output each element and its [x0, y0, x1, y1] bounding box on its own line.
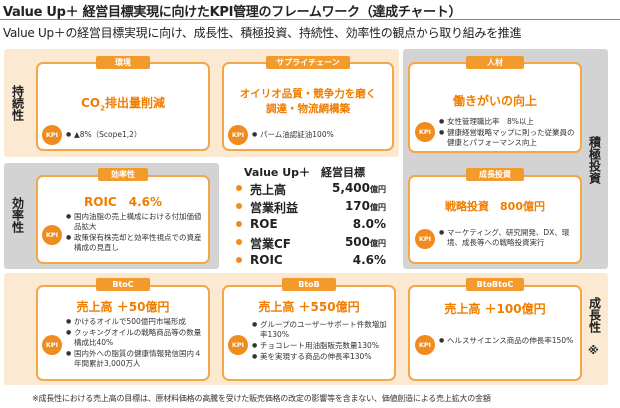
list-item: ヘルスサイエンス商品の伸長率150%	[439, 336, 577, 346]
bullet-icon	[236, 239, 242, 245]
heading-growth-investment: 戦略投資 800億円	[445, 200, 545, 213]
card-btobtoc	[408, 285, 582, 381]
target-value-number: 500	[344, 235, 370, 249]
kpi-badge-supply-chain: KPI	[228, 125, 248, 145]
list-supply-chain: パーム油認証油100%	[252, 130, 388, 141]
list-item: 政策保有株売却と効率性視点での資産構成の見直し	[66, 233, 204, 253]
kpi-badge-human: KPI	[415, 122, 435, 142]
list-item: かけるオイルで500億円市場形成	[66, 317, 206, 327]
target-label: ROIC	[250, 253, 283, 267]
investment-label: 積極投資	[587, 136, 602, 184]
list-item: チョコレート用油脂販売数量130%	[252, 341, 392, 351]
growth-label: 成長性	[587, 297, 602, 333]
heading-environment-prefix: CO	[81, 96, 101, 110]
targets-title: Value Up＋ 経営目標	[244, 166, 366, 179]
tag-supply-chain: サプライチェーン	[266, 56, 350, 69]
tag-growth-investment: 成長投資	[466, 168, 524, 181]
list-growth-investment: マーケティング、研究開発、DX、環境、成長等への戦略投資実行	[439, 228, 577, 249]
kpi-badge-btoc: KPI	[42, 335, 62, 355]
target-value: 500億円	[300, 235, 386, 249]
list-efficiency: 国内油脂の売上構成における付加価値品拡大 政策保有株売却と効率性視点での資産構成…	[66, 212, 204, 254]
target-value: 4.6%	[300, 253, 386, 267]
target-value: 5,400億円	[300, 181, 386, 195]
kpi-badge-growth-investment: KPI	[415, 229, 435, 249]
footnote: ※成長性における売上高の目標は、原材料価格の高騰を受けた販売価格の改定の影響等を…	[32, 394, 491, 403]
list-item: グループのユーザーサポート件数増加率130%	[252, 320, 392, 340]
title-divider	[0, 19, 620, 20]
target-label: 営業利益	[250, 201, 299, 215]
tag-btob: BtoB	[282, 278, 336, 291]
bullet-icon	[236, 221, 242, 227]
list-human: 女性管理職比率 8%以上 健康経営戦略マップに則った従業員の健康とパフォーマンス…	[439, 117, 579, 149]
heading-environment-sub: 2	[100, 104, 105, 113]
page-title: Value Up＋ 経営目標実現に向けたKPI管理のフレームワーク（達成チャート…	[3, 5, 462, 20]
list-item: 国内外への脂質の健康情報発信国内４年間累計3,000万人	[66, 349, 206, 369]
list-btobtoc: ヘルスサイエンス商品の伸長率150%	[439, 336, 577, 347]
heading-btob: 売上高 ＋550億円	[258, 300, 360, 314]
tag-efficiency: 効率性	[98, 168, 148, 181]
tag-environment: 環境	[96, 56, 150, 69]
kpi-badge-btob: KPI	[228, 335, 248, 355]
heading-btoc: 売上高 ＋50億円	[76, 300, 170, 314]
target-value: 8.0%	[300, 217, 386, 231]
kpi-badge-efficiency: KPI	[42, 225, 62, 245]
heading-supply-chain-line2: 調達・物流網構築	[266, 103, 350, 115]
list-item: パーム油認証油100%	[252, 130, 388, 140]
list-environment: ▲8%（Scope1,2）	[66, 130, 206, 141]
list-item: 健康経営戦略マップに則った従業員の健康とパフォーマンス向上	[439, 128, 579, 148]
list-btoc: かけるオイルで500億円市場形成 クッキングオイルの戦略商品等の数量構成比40%…	[66, 317, 206, 370]
card-growth-investment	[408, 175, 582, 264]
heading-environment-suffix: 排出量削減	[104, 96, 165, 110]
page-subtitle: Value Up＋の経営目標実現に向け、成長性、積極投資、持続性、効率性の観点か…	[3, 26, 522, 40]
bullet-icon	[236, 203, 242, 209]
target-value-number: 8.0%	[352, 217, 386, 231]
tag-human: 人材	[466, 56, 524, 69]
target-value: 170億円	[300, 199, 386, 213]
heading-human: 働きがいの向上	[452, 94, 537, 108]
targets-table: 売上高 5,400億円 営業利益 170億円 ROE 8.0% 営業CF 500…	[236, 181, 386, 267]
bullet-icon	[236, 185, 242, 191]
target-value-number: 4.6%	[352, 253, 386, 267]
heading-supply-chain-line1: オイリオ品質・競争力を磨く	[239, 88, 377, 100]
target-value-unit: 億円	[370, 203, 386, 212]
target-label: ROE	[250, 217, 278, 231]
target-value-number: 5,400	[332, 181, 370, 195]
list-btob: グループのユーザーサポート件数増加率130% チョコレート用油脂販売数量130%…	[252, 320, 392, 363]
target-label: 営業CF	[250, 237, 292, 251]
list-item: ▲8%（Scope1,2）	[66, 130, 206, 140]
target-value-number: 170	[344, 199, 370, 213]
target-label: 売上高	[250, 183, 287, 197]
sustainability-label: 持続性	[10, 85, 25, 121]
bullet-icon	[236, 257, 242, 263]
list-item: 国内油脂の売上構成における付加価値品拡大	[66, 212, 204, 232]
target-value-unit: 億円	[370, 185, 386, 194]
list-item: 美を実現する商品の伸長率130%	[252, 352, 392, 362]
heading-btobtoc: 売上高 ＋100億円	[444, 302, 546, 316]
list-item: マーケティング、研究開発、DX、環境、成長等への戦略投資実行	[439, 228, 577, 248]
kpi-badge-environment: KPI	[42, 125, 62, 145]
target-value-unit: 億円	[370, 239, 386, 248]
heading-efficiency: ROIC 4.6%	[84, 195, 162, 209]
tag-btobtoc: BtoBtoC	[466, 278, 524, 291]
kpi-badge-btobtoc: KPI	[415, 335, 435, 355]
growth-footnote-mark: ※	[588, 344, 599, 357]
tag-btoc: BtoC	[96, 278, 150, 291]
efficiency-label: 効率性	[10, 197, 25, 233]
heading-environment: CO2排出量削減	[36, 94, 210, 112]
list-item: 女性管理職比率 8%以上	[439, 117, 579, 127]
list-item: クッキングオイルの戦略商品等の数量構成比40%	[66, 328, 206, 348]
